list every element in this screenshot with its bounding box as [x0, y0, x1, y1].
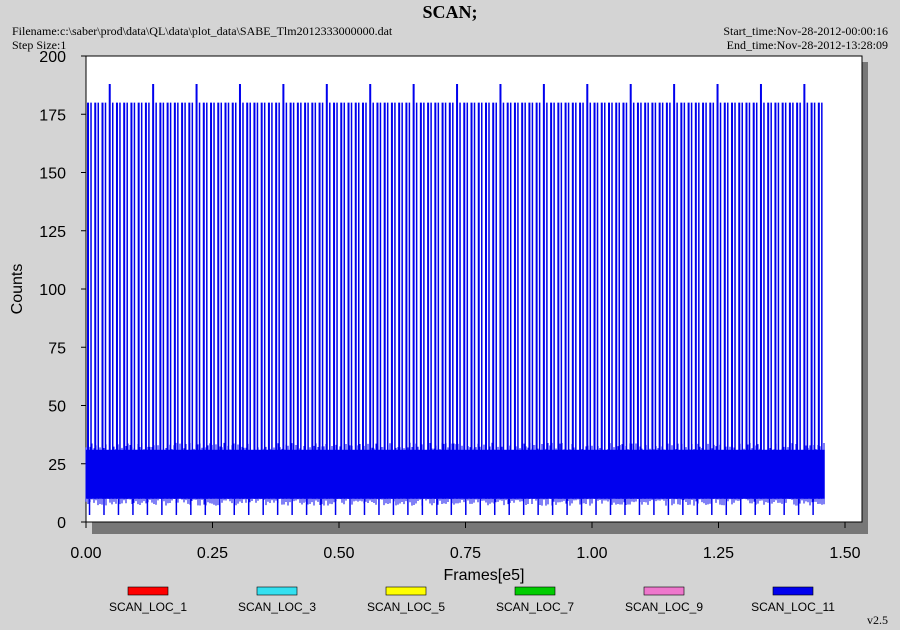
legend-swatch-scan-loc-3 — [256, 586, 298, 596]
end-time-label: End_time:Nov-28-2012-13:28:09 — [726, 38, 888, 52]
x-tick-label: 1.25 — [703, 545, 734, 562]
legend-swatch-scan-loc-7 — [514, 586, 556, 596]
legend-label-scan-loc-3: SCAN_LOC_3 — [238, 600, 316, 614]
legend-label-scan-loc-9: SCAN_LOC_9 — [625, 600, 703, 614]
y-tick-label: 0 — [57, 515, 66, 532]
y-tick-label: 25 — [48, 457, 66, 474]
y-tick-label: 75 — [48, 340, 66, 357]
legend-label-scan-loc-11: SCAN_LOC_11 — [751, 600, 835, 614]
x-axis-label: Frames[e5] — [444, 567, 525, 584]
legend-swatch-scan-loc-9 — [643, 586, 685, 596]
version-label: v2.5 — [867, 613, 888, 627]
chart-title: SCAN; — [422, 2, 478, 22]
legend-label-scan-loc-7: SCAN_LOC_7 — [496, 600, 574, 614]
x-tick-label: 1.00 — [576, 545, 607, 562]
y-tick-label: 200 — [39, 49, 66, 66]
start-time-label: Start_time:Nov-28-2012-00:00:16 — [723, 24, 888, 38]
x-tick-label: 0.50 — [323, 545, 354, 562]
y-axis-label: Counts — [9, 264, 26, 315]
y-tick-label: 175 — [39, 107, 66, 124]
x-tick-label: 0.00 — [70, 545, 101, 562]
y-tick-label: 125 — [39, 224, 66, 241]
x-tick-label: 0.75 — [450, 545, 481, 562]
step-size-label: Step Size:1 — [12, 38, 67, 52]
legend-label-scan-loc-5: SCAN_LOC_5 — [367, 600, 445, 614]
legend-swatch-scan-loc-11 — [772, 586, 814, 596]
legend-label-scan-loc-1: SCAN_LOC_1 — [109, 600, 187, 614]
y-tick-label: 50 — [48, 399, 66, 416]
x-tick-label: 1.50 — [829, 545, 860, 562]
legend-swatch-scan-loc-1 — [127, 586, 169, 596]
y-tick-label: 150 — [39, 166, 66, 183]
filename-label: Filename:c:\saber\prod\data\QL\data\plot… — [12, 24, 393, 38]
y-tick-label: 100 — [39, 282, 66, 299]
legend-swatch-scan-loc-5 — [385, 586, 427, 596]
x-tick-label: 0.25 — [197, 545, 228, 562]
